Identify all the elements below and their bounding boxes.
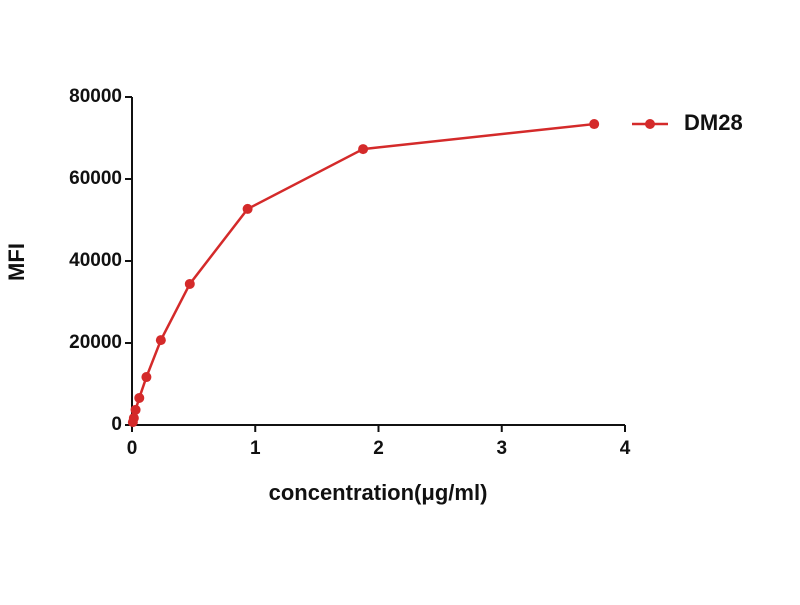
data-point xyxy=(128,413,139,424)
y-tick-label: 0 xyxy=(111,414,122,435)
data-point xyxy=(242,203,253,214)
x-tick-label: 2 xyxy=(373,438,384,459)
data-point xyxy=(155,335,166,346)
data-point xyxy=(358,144,369,155)
x-tick-label: 1 xyxy=(250,438,261,459)
x-tick-label: 3 xyxy=(496,438,507,459)
y-tick-label: 40000 xyxy=(69,250,122,271)
series-line xyxy=(131,122,595,423)
legend-label: DM28 xyxy=(684,110,743,135)
y-tick-label: 60000 xyxy=(69,168,122,189)
x-tick-label: 0 xyxy=(127,438,138,459)
y-axis-label: MFI xyxy=(4,243,29,281)
data-point xyxy=(134,392,145,403)
legend-marker xyxy=(645,119,655,129)
x-axis-label: concentration(μg/ml) xyxy=(269,480,488,505)
data-point xyxy=(141,372,152,383)
x-tick-label: 4 xyxy=(620,438,631,459)
data-point xyxy=(184,278,195,289)
y-tick-label: 80000 xyxy=(69,86,122,107)
y-tick-label: 20000 xyxy=(69,332,122,353)
data-point xyxy=(589,119,600,130)
data-point xyxy=(130,404,141,415)
